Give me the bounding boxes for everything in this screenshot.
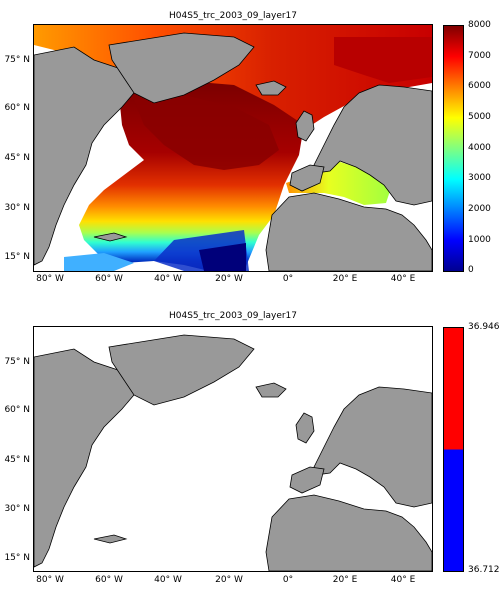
map2-title: H04S5_trc_2003_09_layer17 [168,311,298,321]
map2-xtick-20e: 20° E [332,575,358,585]
map1-land-africa [265,192,432,271]
map2-land-britain [295,412,315,444]
map1-colorbar-tick-2000: 2000 [468,204,491,214]
map2-ytick-15n: 15° N [4,553,30,563]
map2-xtick-20w: 20° W [215,575,243,585]
map2-land-africa [265,494,432,571]
map1-xtick-20w: 20° W [215,274,243,284]
map2-colorbar-tick-min: 36.712 [468,565,500,575]
map2-xtick-40w: 40° W [154,575,182,585]
map1-frame[interactable] [33,24,433,272]
map1-xtick-20e: 20° E [332,274,358,284]
map1-colorbar-tick-8000: 8000 [468,20,491,30]
map1-land-iberia [289,164,325,192]
map2-xtick-60w: 60° W [95,575,123,585]
map1-ytick-15n: 15° N [4,252,30,262]
map2-frame[interactable] [33,326,433,572]
map1-ytick-60n: 60° N [4,103,30,113]
map1-land-cuba [93,232,128,242]
map1-ytick-45n: 45° N [4,153,30,163]
map2-land-europe [313,386,432,508]
map1-title: H04S5_trc_2003_09_layer17 [168,11,298,21]
map1-colorbar-tick-7000: 7000 [468,51,491,61]
map1-colorbar-tick-5000: 5000 [468,112,491,122]
map1-svg [34,25,432,271]
map2-land-cuba [93,534,128,544]
map1-xtick-40w: 40° W [154,274,182,284]
map2-ytick-60n: 60° N [4,405,30,415]
map1-ytick-75n: 75° N [4,55,30,65]
map1-xtick-60w: 60° W [95,274,123,284]
map1-colorbar-tick-6000: 6000 [468,81,491,91]
map1-land-north-america [34,46,140,266]
map1-colorbar-tick-1000: 1000 [468,235,491,245]
map1-xtick-80w: 80° W [36,274,64,284]
map1-colorbar-tick-3000: 3000 [468,173,491,183]
map1-land-greenland [108,32,255,104]
map2-xtick-40e: 40° E [390,575,416,585]
map2-ytick-75n: 75° N [4,357,30,367]
map2-land-north-america [34,348,140,568]
map2-svg [34,334,432,571]
map2-colorbar [443,327,464,572]
map2-xtick-80w: 80° W [36,575,64,585]
map2-ytick-45n: 45° N [4,455,30,465]
map2-land-greenland [108,334,255,406]
map2-land-iceland [255,382,287,398]
map1-xtick-40e: 40° E [390,274,416,284]
map1-xtick-0: 0° [282,274,294,284]
map1-land-britain [295,110,315,142]
map1-land [34,32,432,271]
map2-colorbar-tick-max: 36.946 [468,322,500,332]
map1-colorbar-tick-4000: 4000 [468,143,491,153]
map1-colorbar [443,25,464,272]
map2-xtick-0: 0° [282,575,294,585]
map2-land [34,334,432,571]
map1-colorbar-tick-0: 0 [468,265,474,275]
map1-land-iceland [255,80,287,96]
map1-land-europe [313,84,432,206]
map2-ytick-30n: 30° N [4,504,30,514]
map1-ytick-30n: 30° N [4,203,30,213]
map2-land-iberia [289,466,325,494]
